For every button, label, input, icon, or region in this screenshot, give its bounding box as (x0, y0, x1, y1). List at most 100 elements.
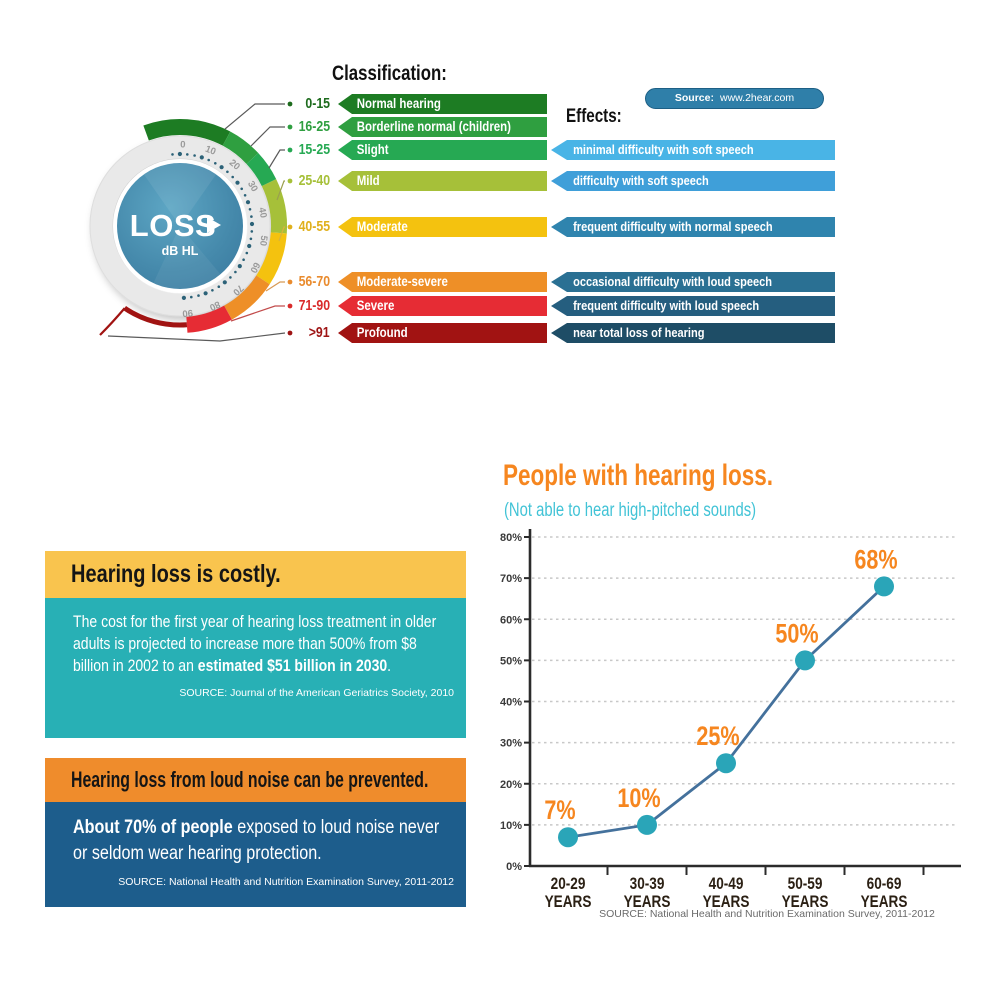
y-tick-label: 10% (500, 820, 522, 832)
classification-range-text: 0-15 (305, 96, 330, 112)
classification-bar: Normal hearing (338, 94, 547, 114)
effect-bar-text: frequent difficulty with loud speech (573, 298, 760, 313)
gauge-center-label: LOSS (130, 208, 216, 243)
classification-bar-text: Severe (356, 298, 395, 313)
card1-paragraph: The cost for the first year of hearing l… (73, 611, 445, 677)
classification-range-label: >91 (234, 323, 330, 343)
data-point-label: 25% (696, 722, 739, 752)
classification-bar: Moderate-severe (338, 272, 547, 292)
source-pill-label: Source: (674, 92, 714, 104)
y-tick-label: 30% (500, 738, 522, 750)
card1-text-lead: The cost for the first year of hearing l… (73, 613, 437, 676)
data-point-marker (716, 753, 736, 774)
classification-bar: Severe (338, 296, 547, 316)
classification-range-text: 25-40 (298, 173, 330, 189)
source-pill-url[interactable]: www.2hear.com (719, 92, 795, 104)
y-tick-label: 40% (500, 697, 522, 709)
data-point-marker (637, 814, 657, 835)
classification-bar-text: Moderate-severe (356, 274, 448, 289)
classification-range-label: 25-40 (234, 171, 330, 191)
effect-bar: occasional difficulty with loud speech (551, 272, 835, 292)
classification-range-label: 0-15 (234, 94, 330, 114)
x-tick-label-suffix: YEARS (703, 893, 750, 912)
classification-bar: Profound (338, 323, 547, 343)
source-pill: Source: www.2hear.com (645, 88, 824, 109)
x-tick-label: 40-49 (709, 875, 744, 894)
classification-range-text: 56-70 (298, 274, 330, 290)
y-tick-label: 60% (500, 614, 522, 626)
svg-text:0: 0 (180, 139, 186, 150)
x-tick-label: 50-59 (788, 875, 823, 894)
chart-subtitle: (Not able to hear high-pitched sounds) (504, 500, 827, 522)
data-point-label: 7% (544, 796, 575, 826)
svg-text:10: 10 (203, 144, 217, 158)
classification-section: 0 10 20 30 40 50 60 70 80 90 LOSS dB HL Classificat… (0, 0, 1000, 400)
effect-bar: frequent difficulty with loud speech (551, 296, 835, 316)
classification-bar-text: Borderline normal (children) (356, 119, 512, 134)
hearing-loss-gauge: 0 10 20 30 40 50 60 70 80 90 LOSS dB HL (70, 95, 310, 360)
card2-text-bold: About 70% of people (73, 817, 233, 838)
x-tick-label-suffix: YEARS (782, 893, 829, 912)
y-tick-label: 80% (500, 532, 522, 544)
classification-range-text: 15-25 (298, 142, 330, 158)
classification-range-label: 40-55 (234, 217, 330, 237)
data-point-label: 50% (775, 619, 818, 649)
card-noise-prevention: Hearing loss from loud noise can be prev… (45, 758, 466, 907)
x-tick-label: 30-39 (630, 875, 665, 894)
card1-text-bold: estimated $51 billion in 2030 (197, 657, 388, 676)
card2-source: SOURCE: National Health and Nutrition Ex… (118, 876, 454, 889)
classification-bar-text: Profound (356, 325, 408, 340)
effect-bar: minimal difficulty with soft speech (551, 140, 835, 160)
y-tick-label: 70% (500, 573, 522, 585)
chart-line (567, 585, 885, 839)
data-point-marker (558, 827, 578, 848)
y-tick-label: 20% (500, 779, 522, 791)
data-point-label: 68% (854, 545, 897, 575)
card1-header: Hearing loss is costly. (45, 551, 466, 598)
classification-title-text: Classification: (332, 62, 447, 85)
card2-text-tail: exposed to loud noise never or seldom we… (73, 817, 440, 864)
effect-bar-text: near total loss of hearing (573, 325, 705, 340)
effects-title-text: Effects: (566, 106, 622, 127)
x-tick-label: 60-69 (867, 875, 902, 894)
chart-title: People with hearing loss. (503, 459, 863, 493)
x-tick-label-suffix: YEARS (861, 893, 908, 912)
card2-header-text: Hearing loss from loud noise can be prev… (71, 767, 429, 792)
data-point-label: 10% (617, 784, 660, 814)
effect-bar-text: frequent difficulty with normal speech (573, 219, 773, 234)
effect-bar: near total loss of hearing (551, 323, 835, 343)
svg-text:50: 50 (257, 235, 269, 247)
data-point-marker (795, 650, 815, 671)
svg-text:60: 60 (247, 260, 262, 274)
hearing-loss-line-chart: 0% 10% 20% 30% 40% 50% 60% 70% 80% 7% 10% 25% 50% 68%… (490, 527, 970, 942)
y-tick-label: 50% (500, 655, 522, 667)
card1-text-tail: . (387, 657, 392, 676)
card1-source: SOURCE: Journal of the American Geriatri… (179, 687, 454, 700)
classification-bar-text: Moderate (356, 219, 408, 234)
classification-range-text: >91 (309, 325, 330, 341)
classification-range-label: 56-70 (234, 272, 330, 292)
card2-header: Hearing loss from loud noise can be prev… (45, 758, 466, 802)
effect-bar-text: occasional difficulty with loud speech (573, 274, 773, 289)
classification-range-text: 16-25 (298, 119, 330, 135)
gauge-center-sublabel: dB HL (162, 244, 199, 258)
classification-bar-text: Mild (356, 173, 380, 188)
classification-range-text: 40-55 (298, 219, 330, 235)
chart-subtitle-text: (Not able to hear high-pitched sounds) (504, 500, 757, 521)
effects-title: Effects: (566, 106, 636, 128)
card-hearing-loss-costly: Hearing loss is costly. The cost for the… (45, 551, 466, 738)
data-point-marker (874, 576, 894, 597)
classification-range-label: 16-25 (234, 117, 330, 137)
y-tick-label: 0% (506, 861, 522, 873)
x-tick-label-suffix: YEARS (545, 893, 592, 912)
x-tick-label-suffix: YEARS (624, 893, 671, 912)
chart-title-text: People with hearing loss. (503, 459, 774, 492)
classification-bar: Slight (338, 140, 547, 160)
card1-body: The cost for the first year of hearing l… (45, 598, 466, 738)
svg-text:80: 80 (208, 298, 222, 312)
card1-header-text: Hearing loss is costly. (71, 560, 281, 588)
effect-bar-text: minimal difficulty with soft speech (573, 142, 754, 157)
classification-range-label: 71-90 (234, 296, 330, 316)
svg-text:40: 40 (256, 206, 269, 219)
svg-text:30: 30 (245, 179, 260, 194)
